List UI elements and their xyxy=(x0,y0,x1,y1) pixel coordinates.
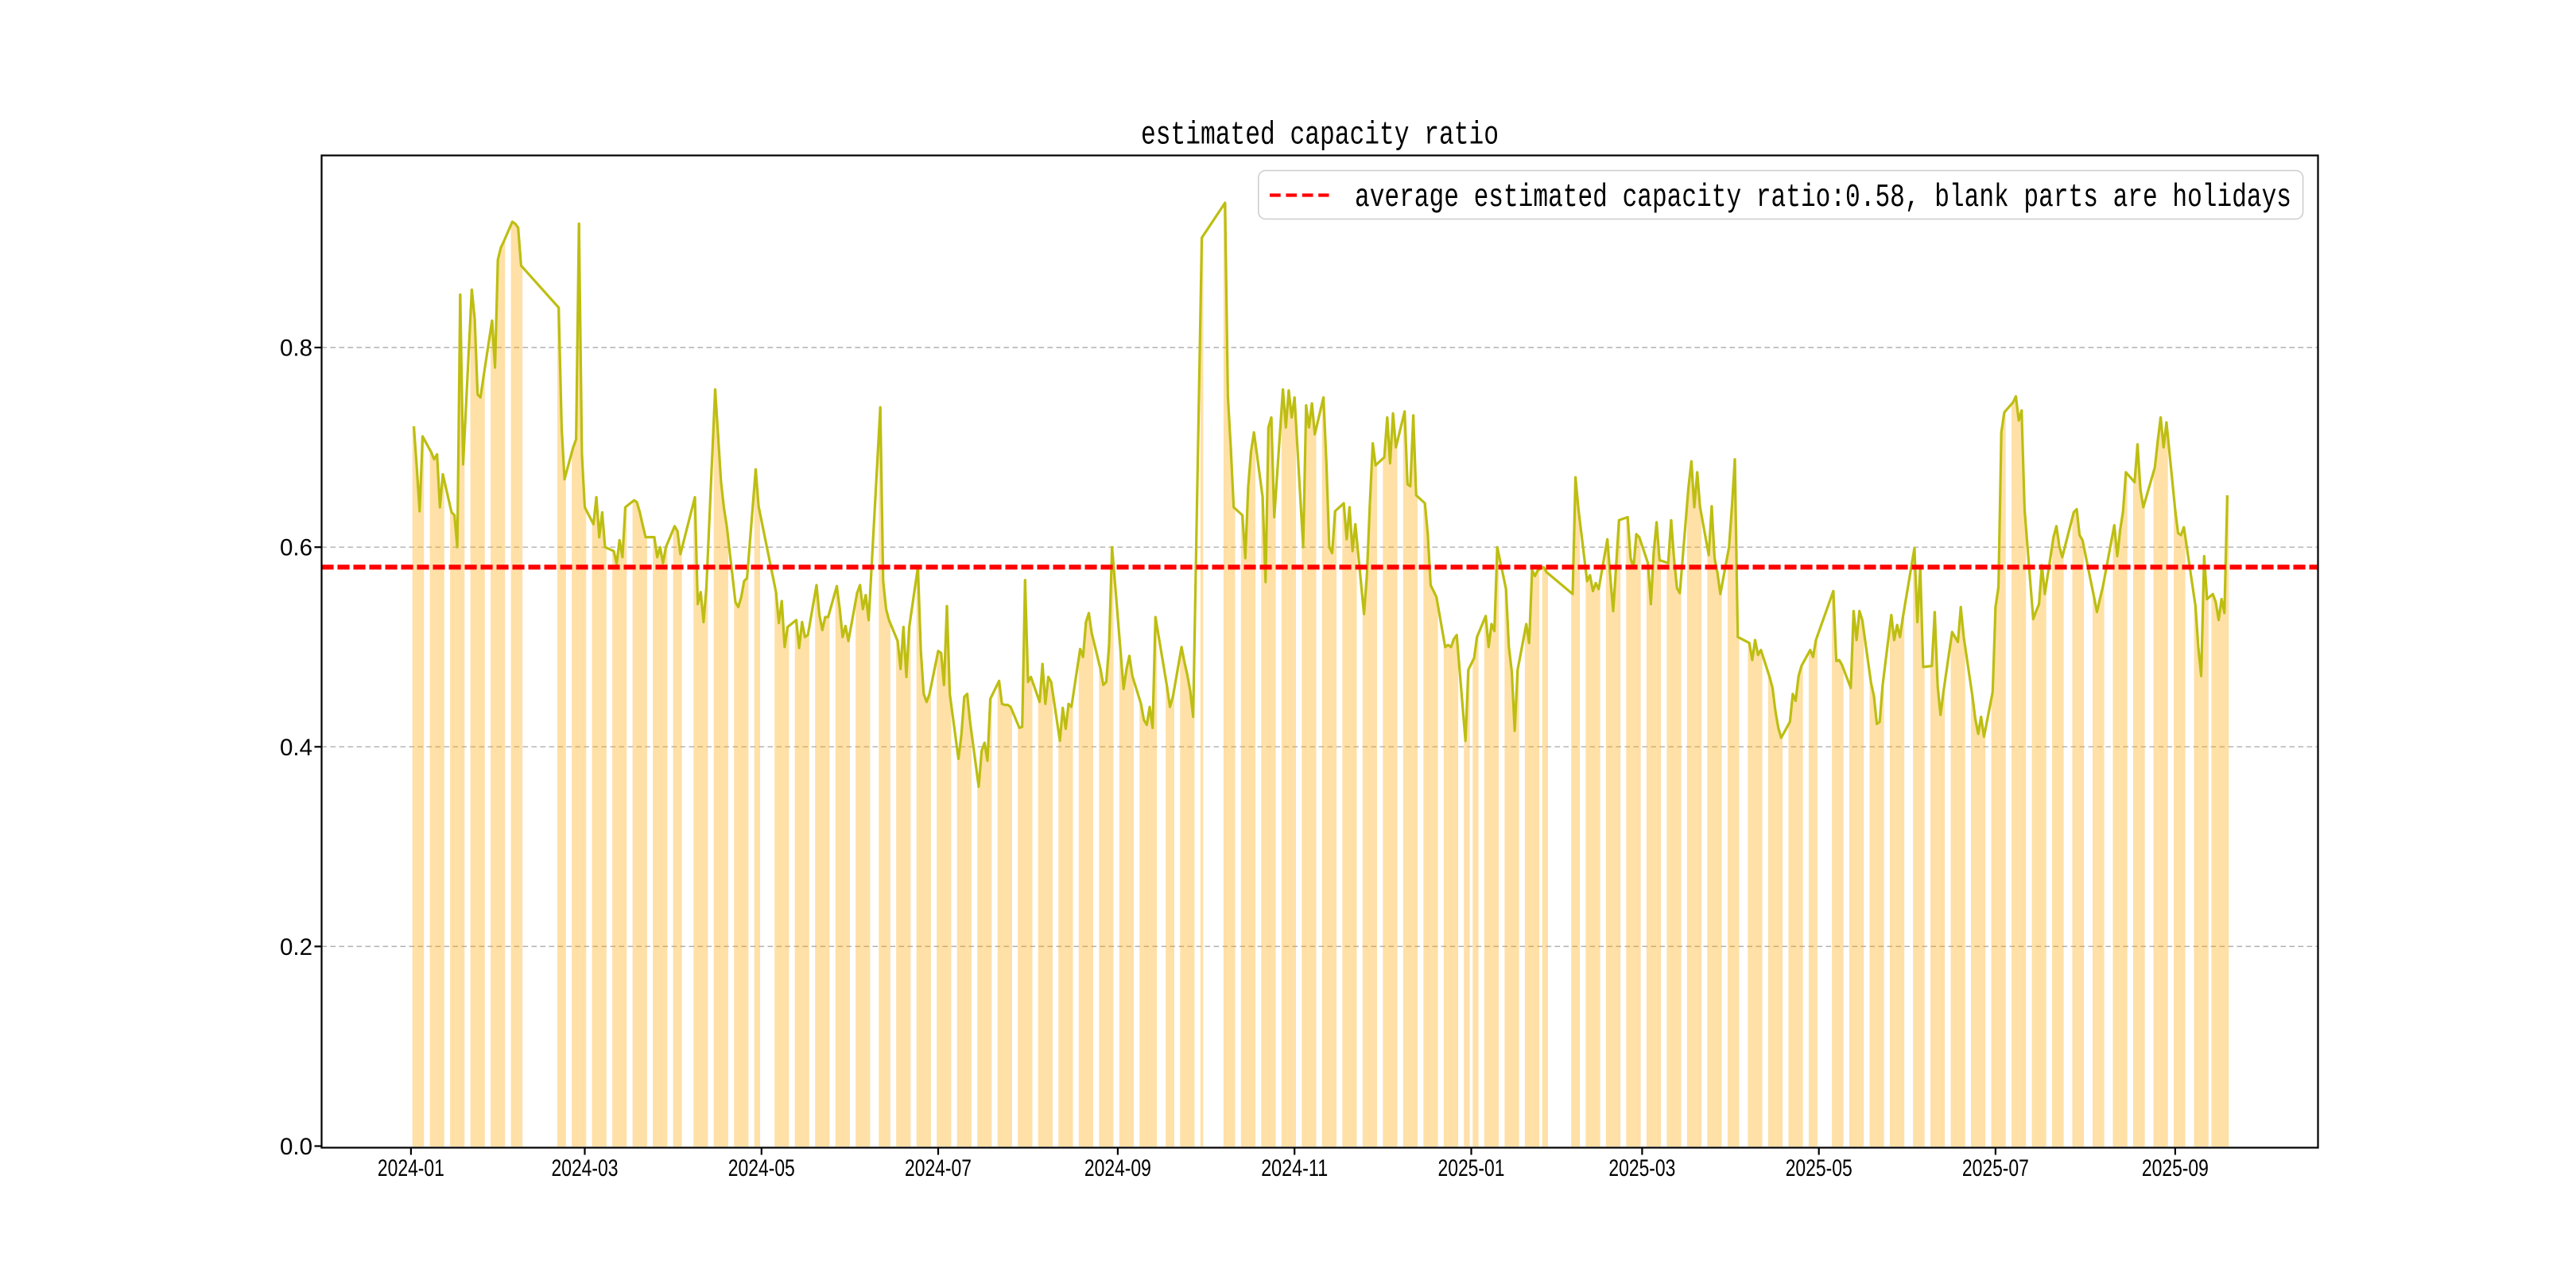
svg-text:2025-09: 2025-09 xyxy=(2142,1155,2209,1181)
svg-text:2024-09: 2024-09 xyxy=(1084,1155,1151,1181)
svg-text:2024-01: 2024-01 xyxy=(378,1155,444,1181)
svg-text:2025-03: 2025-03 xyxy=(1608,1155,1675,1181)
svg-text:average estimated capacity rat: average estimated capacity ratio:0.58, b… xyxy=(1355,180,2291,216)
svg-text:0.2: 0.2 xyxy=(280,934,312,960)
svg-text:2024-07: 2024-07 xyxy=(905,1155,972,1181)
svg-text:2025-07: 2025-07 xyxy=(1962,1155,2029,1181)
svg-text:0.0: 0.0 xyxy=(280,1134,312,1160)
svg-text:2025-05: 2025-05 xyxy=(1786,1155,1852,1181)
svg-text:0.4: 0.4 xyxy=(280,735,312,761)
svg-text:estimated capacity ratio: estimated capacity ratio xyxy=(1141,118,1499,154)
svg-text:0.8: 0.8 xyxy=(280,336,312,362)
svg-text:2025-01: 2025-01 xyxy=(1438,1155,1505,1181)
svg-text:2024-03: 2024-03 xyxy=(552,1155,619,1181)
svg-text:0.6: 0.6 xyxy=(280,535,312,561)
svg-text:2024-05: 2024-05 xyxy=(728,1155,795,1181)
svg-text:2024-11: 2024-11 xyxy=(1261,1155,1328,1181)
